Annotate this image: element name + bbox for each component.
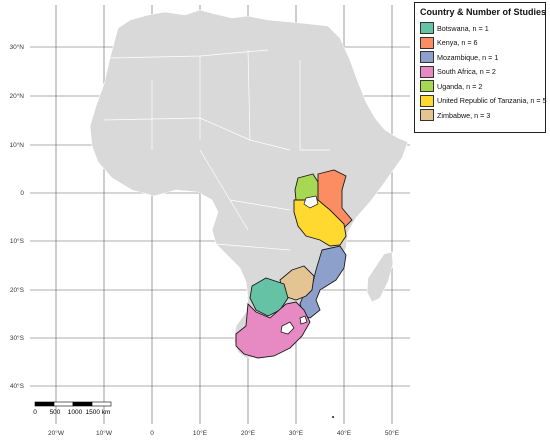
lat-label-30s: 30°S [10, 334, 25, 342]
legend-swatch [420, 51, 434, 64]
scale-label-1000: 1000 [68, 409, 83, 416]
legend-swatch [420, 22, 434, 35]
country-south-africa[interactable] [235, 301, 311, 359]
legend-title: Country & Number of Studies [420, 7, 547, 17]
lat-label-10s: 10°S [10, 237, 25, 245]
scale-segment [72, 401, 93, 407]
legend-label: United Republic of Tanzania, n = 5 [437, 96, 547, 106]
border-line [299, 60, 330, 151]
border-line [103, 117, 251, 141]
lon-label-20e: 20°E [241, 429, 256, 437]
lat-label-30n: 30°N [9, 43, 24, 51]
legend-label: Zimbabwe, n = 3 [437, 110, 491, 120]
country-borders [103, 49, 330, 251]
lat-label-20n: 20°N [9, 92, 24, 100]
country-tanzania[interactable] [293, 199, 347, 247]
legend: Country & Number of Studies Botswana, n … [414, 2, 547, 133]
scale-bar: 0 500 1000 1500 km [33, 401, 112, 416]
lon-label-50e: 50°E [385, 429, 400, 437]
border-line [215, 243, 291, 251]
lat-label-0: 0 [20, 190, 24, 197]
legend-label: Kenya, n = 6 [437, 38, 478, 48]
legend-item[interactable]: Kenya, n = 6 [420, 36, 540, 51]
legend-item[interactable]: South Africa, n = 2 [420, 65, 540, 80]
eswatini-enclave [299, 315, 308, 325]
scale-segment [53, 401, 74, 407]
lon-label-10e: 10°E [193, 429, 208, 437]
legend-item[interactable]: Botswana, n = 1 [420, 21, 540, 36]
legend-item[interactable]: Uganda, n = 2 [420, 79, 540, 94]
legend-item[interactable]: Mozambique, n = 1 [420, 50, 540, 65]
scale-segment [91, 401, 112, 407]
lat-label-40s: 40°S [10, 382, 25, 390]
scale-label-500: 500 [50, 409, 61, 416]
lon-label-20w: 20°W [48, 429, 65, 437]
lon-label-10w: 10°W [96, 429, 113, 437]
scale-label-0: 0 [33, 409, 37, 416]
legend-swatch [420, 109, 434, 122]
legend-item[interactable]: Zimbabwe, n = 3 [420, 108, 540, 123]
legend-swatch [420, 36, 434, 49]
legend-swatch [420, 65, 434, 78]
lat-label-10n: 10°N [9, 141, 24, 149]
legend-items: Botswana, n = 1 Kenya, n = 6 Mozambique, n… [420, 21, 547, 123]
lon-label-0: 0 [150, 430, 154, 437]
lon-label-30e: 30°E [289, 429, 304, 437]
lon-label-40e: 40°E [337, 429, 352, 437]
legend-label: Mozambique, n = 1 [437, 52, 499, 62]
legend-label: South Africa, n = 2 [437, 67, 496, 77]
latitude-labels: 30°N 20°N 10°N 0 10°S 20°S 30°S 40°S [9, 43, 24, 390]
island-dot [332, 416, 334, 418]
scale-segment [34, 401, 55, 407]
lake-victoria [303, 195, 319, 209]
longitude-labels: 20°W 10°W 0 10°E 20°E 30°E 40°E 50°E [48, 429, 400, 437]
madagascar-island [366, 251, 394, 303]
legend-item[interactable]: United Republic of Tanzania, n = 5 [420, 94, 547, 109]
lat-label-20s: 20°S [10, 286, 25, 294]
legend-label: Botswana, n = 1 [437, 23, 489, 33]
scale-label-1500: 1500 km [86, 409, 111, 416]
legend-swatch [420, 94, 434, 107]
border-line [229, 199, 291, 211]
legend-label: Uganda, n = 2 [437, 81, 483, 91]
legend-swatch [420, 80, 434, 93]
lesotho-enclave [280, 321, 295, 335]
